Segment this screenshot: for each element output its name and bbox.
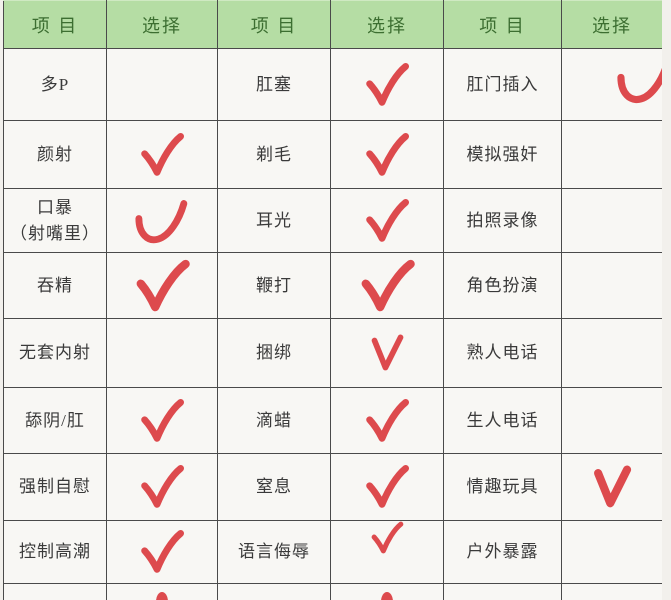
select-cell [561,583,662,600]
select-cell [561,318,662,388]
select-cell [330,387,444,454]
checkmark-icon [141,398,185,442]
select-cell [330,453,444,521]
select-cell [561,120,662,189]
checkmark-icon [141,132,185,176]
select-cell [330,188,444,253]
checkmark-icon [141,529,185,573]
header-cell-select: 选择 [561,0,662,49]
select-cell [561,520,662,584]
checkmark-icon [361,259,415,311]
item-cell: 肛塞 [217,48,331,121]
select-cell [561,188,662,253]
checkmark-icon [371,334,404,371]
item-cell: 吞精 [3,252,107,319]
item-cell: 控制高潮 [3,520,107,584]
checkmark-icon [366,198,410,242]
select-cell [106,188,218,253]
checkmark-icon [594,465,632,508]
checkmark-icon [141,464,185,508]
item-cell: 鞭打 [217,252,331,319]
checklist-table: 项 目 选择 项 目 选择 项 目 选择 多P 肛塞 肛门插入 颜射 剃毛 模拟强奸 口暴 … [3,0,662,600]
header-cell-item: 项 目 [443,0,562,49]
select-cell [561,252,662,319]
checkmark-icon [617,67,662,103]
item-cell [3,583,107,600]
header-cell-item: 项 目 [3,0,107,49]
checkmark-icon [366,398,410,442]
checkmark-icon [135,199,188,243]
select-cell [106,387,218,454]
select-cell [330,120,444,189]
select-cell [106,120,218,189]
item-cell: 无套内射 [3,318,107,388]
select-cell [106,453,218,521]
table-row: 无套内射 捆绑 熟人电话 [3,318,662,388]
select-cell [561,453,662,521]
table-row [3,583,662,600]
checkmark-icon [136,259,190,311]
item-cell: 捆绑 [217,318,331,388]
table-row: 颜射 剃毛 模拟强奸 [3,120,662,189]
item-cell: 拍照录像 [443,188,562,253]
item-cell [443,583,562,600]
item-cell: 口暴 （射嘴里） [3,188,107,253]
item-cell: 滴蜡 [217,387,331,454]
checklist-body: 多P 肛塞 肛门插入 颜射 剃毛 模拟强奸 口暴 （射嘴里） 耳光 拍照录像 吞精 鞭打 角色扮演 无套… [3,48,662,600]
item-cell [217,583,331,600]
table-row: 舔阴/肛 滴蜡 生人电话 [3,387,662,454]
item-cell: 熟人电话 [443,318,562,388]
select-cell [330,318,444,388]
item-cell: 语言侮辱 [217,520,331,584]
checklist-header: 项 目 选择 项 目 选择 项 目 选择 [3,0,662,49]
select-cell [330,48,444,121]
select-cell [330,583,444,600]
checklist-table-wrap: 项 目 选择 项 目 选择 项 目 选择 多P 肛塞 肛门插入 颜射 剃毛 模拟强奸 口暴 … [3,0,662,600]
select-cell [561,48,662,121]
select-cell [106,48,218,121]
select-cell [330,520,444,584]
select-cell [561,387,662,454]
item-cell: 肛门插入 [443,48,562,121]
check-tip-icon [381,592,393,600]
item-cell: 户外暴露 [443,520,562,584]
table-row: 吞精 鞭打 角色扮演 [3,252,662,319]
item-cell: 模拟强奸 [443,120,562,189]
checkmark-icon [366,62,410,106]
item-cell: 剃毛 [217,120,331,189]
item-cell: 舔阴/肛 [3,387,107,454]
item-cell: 颜射 [3,120,107,189]
select-cell [106,252,218,319]
table-row: 口暴 （射嘴里） 耳光 拍照录像 [3,188,662,253]
header-cell-select: 选择 [106,0,218,49]
select-cell [106,583,218,600]
item-cell: 多P [3,48,107,121]
item-cell: 生人电话 [443,387,562,454]
checkmark-icon [366,132,410,176]
header-cell-item: 项 目 [217,0,331,49]
select-cell [330,252,444,319]
checkmark-icon [371,521,404,554]
header-cell-select: 选择 [330,0,444,49]
select-cell [106,318,218,388]
item-cell: 窒息 [217,453,331,521]
check-tip-icon [156,592,168,600]
item-cell: 耳光 [217,188,331,253]
checkmark-icon [366,464,410,508]
item-cell: 情趣玩具 [443,453,562,521]
table-row: 强制自慰 窒息 情趣玩具 [3,453,662,521]
table-row: 控制高潮 语言侮辱 户外暴露 [3,520,662,584]
table-row: 多P 肛塞 肛门插入 [3,48,662,121]
item-cell: 角色扮演 [443,252,562,319]
item-cell: 强制自慰 [3,453,107,521]
select-cell [106,520,218,584]
